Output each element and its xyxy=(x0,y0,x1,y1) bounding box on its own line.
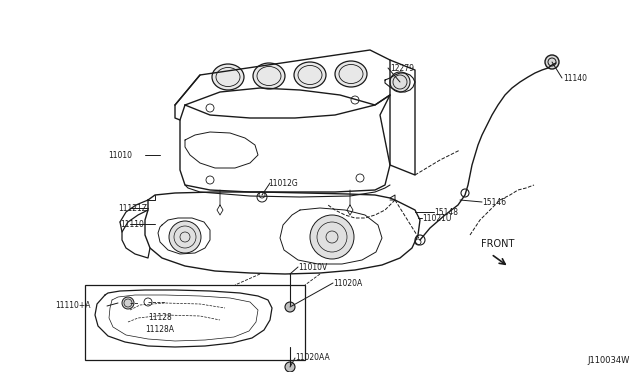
Circle shape xyxy=(285,302,295,312)
Text: 15148: 15148 xyxy=(434,208,458,217)
Text: 11020A: 11020A xyxy=(333,279,362,288)
Text: 11128A: 11128A xyxy=(145,326,174,334)
Text: 11128: 11128 xyxy=(148,314,172,323)
Text: 15146: 15146 xyxy=(482,198,506,206)
Text: 11121Z: 11121Z xyxy=(118,203,147,212)
Circle shape xyxy=(169,221,201,253)
Text: 12279: 12279 xyxy=(390,64,414,73)
Bar xyxy=(85,285,305,360)
Text: J110034W: J110034W xyxy=(588,356,630,365)
Circle shape xyxy=(310,215,354,259)
Ellipse shape xyxy=(253,63,285,89)
Ellipse shape xyxy=(335,61,367,87)
Circle shape xyxy=(545,55,559,69)
Circle shape xyxy=(390,72,410,92)
Ellipse shape xyxy=(294,62,326,88)
Text: 11020AA: 11020AA xyxy=(295,353,330,362)
Circle shape xyxy=(285,362,295,372)
Ellipse shape xyxy=(212,64,244,90)
Text: 11021U: 11021U xyxy=(422,214,451,222)
Text: 11010V: 11010V xyxy=(298,263,327,272)
Text: 11110: 11110 xyxy=(120,219,144,228)
Text: 11140: 11140 xyxy=(563,74,587,83)
Text: 11012G: 11012G xyxy=(268,179,298,187)
Text: FRONT: FRONT xyxy=(481,239,515,249)
Circle shape xyxy=(122,297,134,309)
Text: 11010: 11010 xyxy=(108,151,132,160)
Text: 11110+A: 11110+A xyxy=(55,301,90,311)
